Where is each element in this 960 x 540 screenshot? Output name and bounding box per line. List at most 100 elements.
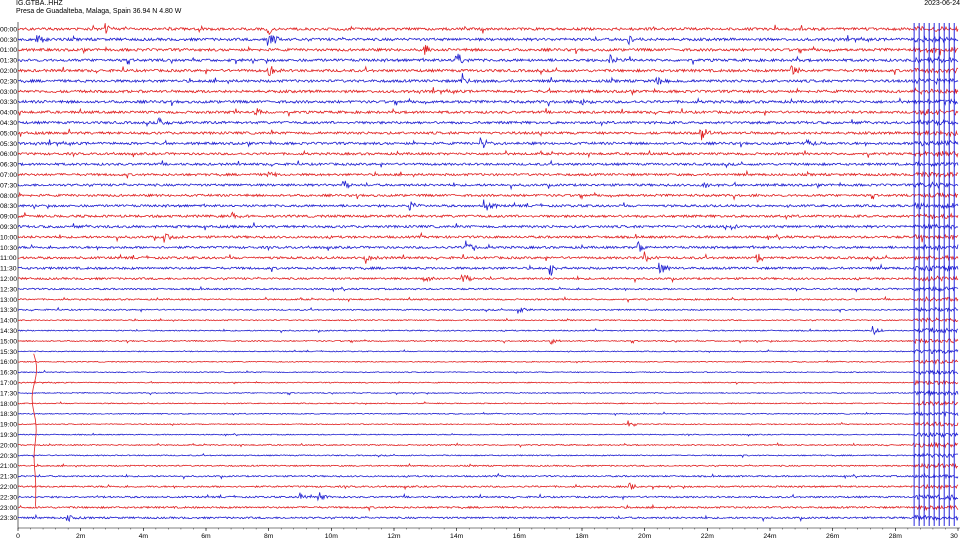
row-label: 18:30 (0, 411, 17, 418)
trace-row-2100 (17, 462, 959, 469)
row-label: 02:00 (0, 68, 17, 75)
x-axis-ticks: 0 2m 4m 6m 8m 10m 12m 14m 16m 18m 20m 22m 24m 26m 28m 3… (16, 528, 959, 540)
trace-row-1900 (17, 420, 959, 428)
row-label: 17:30 (0, 390, 17, 397)
x-tick-label: 18m (575, 533, 589, 540)
row-label: 15:30 (0, 349, 17, 356)
row-label: 08:00 (0, 193, 17, 200)
x-tick-label: 24m (763, 533, 777, 540)
trace-row-1230 (17, 285, 959, 293)
trace-row-0330 (17, 97, 959, 107)
row-label: 22:30 (0, 494, 17, 501)
trace-row-1100 (17, 251, 959, 264)
trace-row-0400 (17, 107, 959, 117)
row-label: 15:00 (0, 338, 17, 345)
x-tick-label: 20m (638, 533, 652, 540)
trace-row-0530 (17, 137, 959, 149)
x-tick-label: 10m (325, 533, 339, 540)
row-label: 17:00 (0, 380, 17, 387)
x-tick-label: 22m (701, 533, 715, 540)
row-label: 05:30 (0, 141, 17, 148)
x-tick-label: 4m (139, 533, 149, 540)
row-label: 07:30 (0, 182, 17, 189)
trace-row-2300 (17, 503, 959, 512)
trace-row-0730 (17, 180, 959, 191)
row-label: 21:30 (0, 474, 17, 481)
station-location: Presa de Guadalteba, Malaga, Spain 36.94… (16, 8, 182, 15)
row-label: 00:30 (0, 37, 17, 44)
row-label: 01:00 (0, 47, 17, 54)
long-period-wave (31, 353, 38, 507)
x-tick-label: 6m (201, 533, 211, 540)
x-tick-label: 28m (889, 533, 903, 540)
trace-row-1500 (17, 337, 959, 345)
row-label: 23:00 (0, 505, 17, 512)
record-date: 2023-06-24 (924, 0, 960, 7)
row-label: 10:30 (0, 245, 17, 252)
trace-row-0900 (17, 211, 959, 221)
trace-row-1630 (17, 369, 959, 376)
row-label: 11:00 (0, 255, 17, 262)
row-label: 19:00 (0, 422, 17, 429)
row-label: 00:00 (0, 26, 17, 33)
row-label: 10:00 (0, 234, 17, 241)
row-label: 05:00 (0, 130, 17, 137)
row-label: 06:00 (0, 151, 17, 158)
trace-row-0100 (17, 44, 959, 56)
row-label: 09:00 (0, 214, 17, 221)
trace-row-0030 (17, 34, 959, 46)
row-label: 08:30 (0, 203, 17, 210)
trace-row-0600 (17, 149, 959, 159)
row-label: 11:30 (0, 266, 17, 273)
trace-row-1300 (17, 295, 959, 304)
trace-row-1930 (17, 431, 959, 438)
row-label: 04:30 (0, 120, 17, 127)
row-label: 16:30 (0, 370, 17, 377)
x-tick-label: 30 (950, 533, 958, 540)
x-tick-label: 2m (76, 533, 86, 540)
x-tick-label: 16m (513, 533, 527, 540)
row-label: 18:00 (0, 401, 17, 408)
row-label: 20:00 (0, 442, 17, 449)
row-label: 13:30 (0, 307, 17, 314)
trace-row-1400 (17, 317, 959, 323)
trace-row-2200 (17, 482, 959, 491)
trace-row-0930 (17, 222, 959, 231)
trace-row-2130 (17, 472, 959, 480)
row-label: 20:30 (0, 453, 17, 460)
row-label: 21:00 (0, 463, 17, 470)
row-label: 12:30 (0, 286, 17, 293)
x-tick-label: 0 (16, 533, 20, 540)
trace-row-1530 (17, 348, 959, 355)
trace-row-1200 (17, 273, 959, 284)
row-label: 16:00 (0, 359, 17, 366)
trace-row-0700 (17, 169, 959, 179)
trace-row-2030 (17, 452, 959, 459)
trace-row-0200 (17, 65, 959, 76)
row-label: 23:30 (0, 515, 17, 522)
teleseism-arrival (913, 23, 955, 526)
trace-row-1700 (17, 379, 959, 386)
row-label: 02:30 (0, 78, 17, 85)
trace-row-0800 (17, 191, 959, 201)
x-tick-label: 14m (450, 533, 464, 540)
trace-row-1130 (17, 262, 959, 276)
row-label: 01:30 (0, 58, 17, 65)
row-label: 03:30 (0, 99, 17, 106)
row-label: 14:30 (0, 328, 17, 335)
trace-row-1730 (17, 390, 959, 397)
trace-row-2230 (17, 492, 959, 502)
row-label: 09:30 (0, 224, 17, 231)
row-label: 07:00 (0, 172, 17, 179)
trace-row-1830 (17, 411, 959, 417)
station-code: IG.GTBA..HHZ (16, 0, 63, 7)
plot-frame (17, 22, 960, 529)
row-label: 14:00 (0, 318, 17, 325)
trace-row-0500 (17, 128, 959, 141)
row-label: 19:30 (0, 432, 17, 439)
row-label: 03:00 (0, 89, 17, 96)
trace-row-0000 (17, 23, 959, 36)
trace-row-0130 (17, 53, 959, 65)
trace-row-2000 (17, 441, 959, 449)
